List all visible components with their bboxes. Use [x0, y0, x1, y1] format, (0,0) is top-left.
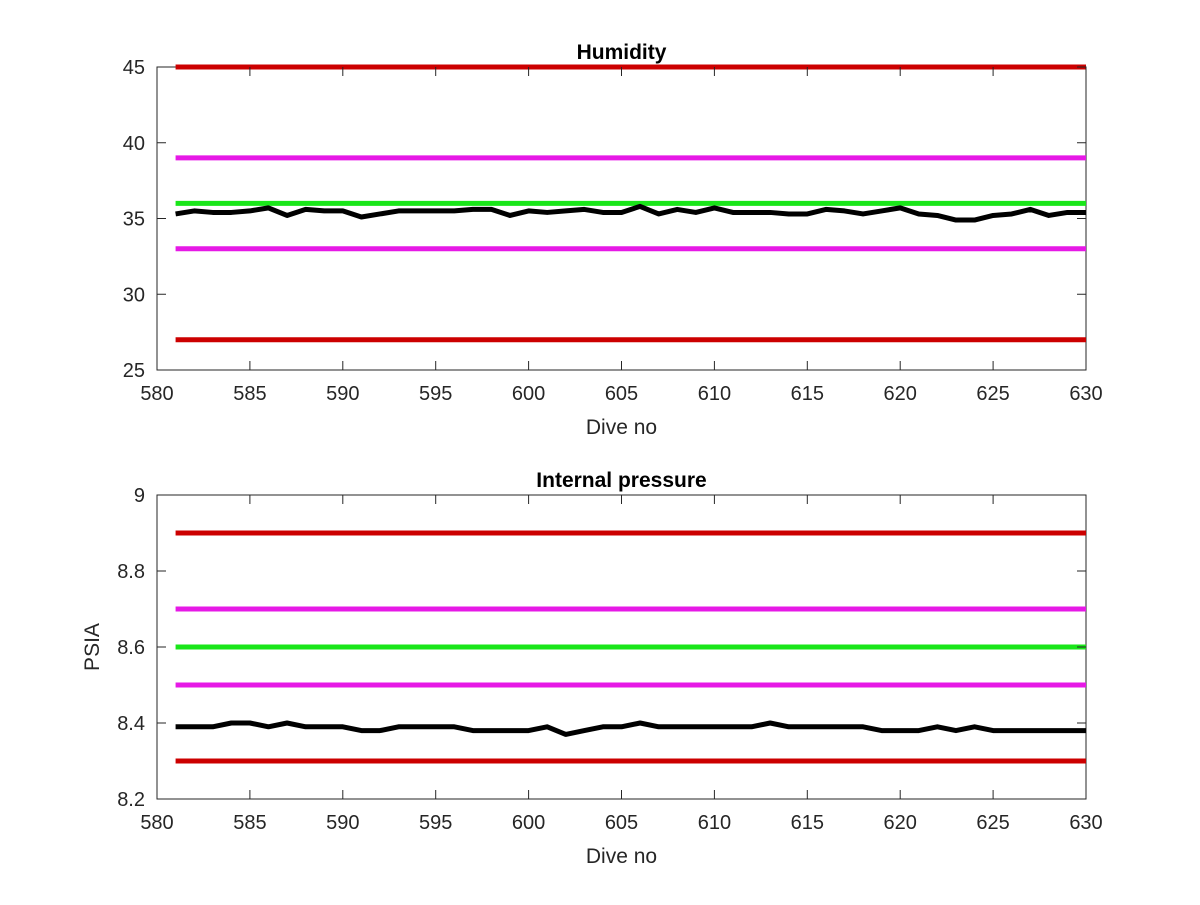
- data-series-line: [175, 203, 1086, 223]
- y-tick-label: 30: [123, 284, 145, 306]
- chart-title: Humidity: [577, 41, 667, 64]
- x-tick-label: 615: [791, 812, 824, 834]
- y-tick-label: 40: [123, 133, 145, 155]
- x-tick-label: 600: [512, 383, 545, 405]
- x-tick-label: 580: [140, 383, 173, 405]
- x-tick-label: 605: [605, 812, 638, 834]
- x-tick-label: 590: [326, 383, 359, 405]
- x-tick-label: 620: [884, 812, 917, 834]
- y-axis-label: PSIA: [81, 623, 104, 671]
- y-tick-label: 8.4: [117, 713, 145, 735]
- y-tick-label: 8.2: [117, 789, 145, 811]
- x-tick-label: 610: [698, 383, 731, 405]
- x-tick-label: 625: [976, 383, 1009, 405]
- x-tick-label: 625: [976, 812, 1009, 834]
- y-tick-label: 8.8: [117, 561, 145, 583]
- x-tick-label: 630: [1069, 812, 1102, 834]
- x-tick-label: 620: [884, 383, 917, 405]
- x-axis-label: Dive no: [586, 845, 657, 868]
- y-tick-label: 25: [123, 360, 145, 382]
- subplot-2: 580 585 590 595 600 605 610 615 620 625 630 8.2 8.4 8…: [81, 469, 1103, 868]
- x-tick-label: 630: [1069, 383, 1102, 405]
- data-series-line: [175, 720, 1086, 737]
- plot-area: [156, 66, 1087, 371]
- x-tick-label: 585: [233, 812, 266, 834]
- x-tick-label: 585: [233, 383, 266, 405]
- y-tick-label: 45: [123, 57, 145, 79]
- x-tick-label: 615: [791, 383, 824, 405]
- x-tick-label: 600: [512, 812, 545, 834]
- x-tick-label: 595: [419, 383, 452, 405]
- x-axis-label: Dive no: [586, 416, 657, 439]
- x-tick-label: 605: [605, 383, 638, 405]
- y-tick-label: 8.6: [117, 637, 145, 659]
- x-tick-label: 595: [419, 812, 452, 834]
- y-tick-label: 35: [123, 209, 145, 231]
- subplot-1: 580 585 590 595 600 605 610 615 620 625 630 25 30 35 4…: [123, 41, 1103, 439]
- x-tick-label: 590: [326, 812, 359, 834]
- chart-title: Internal pressure: [536, 469, 706, 492]
- x-tick-label: 610: [698, 812, 731, 834]
- y-tick-label: 9: [134, 485, 145, 507]
- x-tick-label: 580: [140, 812, 173, 834]
